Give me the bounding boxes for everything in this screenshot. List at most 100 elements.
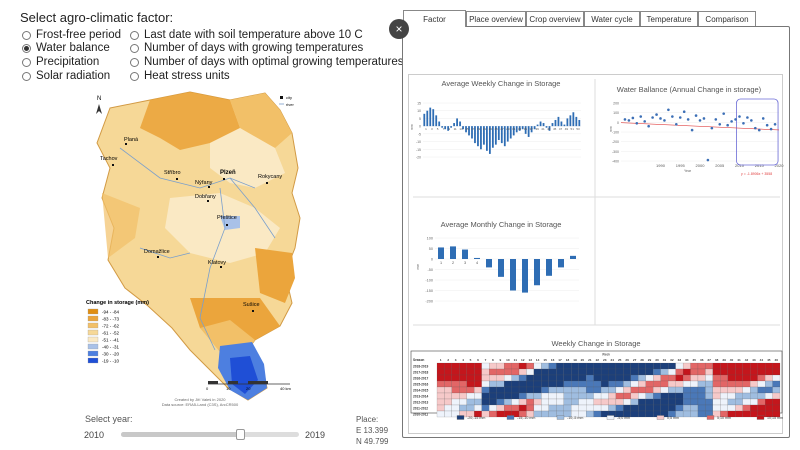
radio-solar-radiation[interactable]: Solar radiation — [22, 69, 110, 83]
y-tick-label: -150 — [425, 289, 433, 293]
heatmap-cell — [660, 392, 669, 400]
heatmap-cell — [474, 392, 482, 400]
heatmap-cell — [735, 362, 743, 370]
x-tick-label: 7 — [443, 127, 445, 131]
data-point — [722, 112, 725, 115]
tab-comparison[interactable]: Comparison — [698, 11, 756, 26]
region-map[interactable]: N city river Planá Tachov Stříbro Plzeň … — [80, 88, 320, 410]
heatmap-cell — [682, 404, 691, 412]
tab-place-overview[interactable]: Place overview — [466, 11, 526, 26]
radio-label: Precipitation — [36, 56, 100, 68]
heatmap-cell — [660, 362, 669, 370]
heatmap-cell — [608, 404, 617, 412]
heatmap-cell — [615, 380, 624, 388]
heatmap-cell — [541, 398, 549, 406]
heatmap-cell — [638, 386, 646, 394]
heatmap-cell — [690, 386, 699, 394]
legend-swatch — [87, 350, 99, 357]
heatmap-cell — [451, 368, 460, 376]
heatmap-cell — [750, 368, 758, 376]
heatmap-cell — [653, 404, 661, 412]
radio-optimal-growing-days[interactable]: Number of days with optimal growing temp… — [130, 55, 404, 69]
city-label: Dobřany — [195, 194, 216, 200]
radio-circle[interactable] — [130, 57, 139, 67]
heatmap-cell — [518, 398, 527, 406]
radio-water-balance[interactable]: Water balance — [22, 41, 110, 55]
heatmap-cell — [742, 380, 751, 388]
bar — [450, 126, 453, 128]
north-arrow-label: N — [97, 96, 101, 102]
heatmap-cell — [571, 404, 579, 412]
data-point — [671, 115, 674, 118]
tab-temperature[interactable]: Temperature — [640, 11, 698, 26]
heatmap-cell — [705, 362, 713, 370]
heatmap-cell — [548, 386, 557, 394]
heatmap-legend-swatch — [456, 415, 465, 420]
y-tick-label: -5 — [418, 132, 421, 136]
y-tick-label: 0 — [419, 125, 421, 129]
radio-precipitation[interactable]: Precipitation — [22, 55, 99, 69]
heatmap-cell — [697, 380, 706, 388]
tab-factor[interactable]: Factor — [403, 10, 466, 27]
bar — [429, 107, 432, 127]
radio-label: Number of days with growing temperatures — [144, 42, 364, 54]
radio-circle[interactable] — [22, 30, 31, 40]
radio-circle[interactable] — [22, 71, 31, 81]
heatmap-cell — [660, 374, 669, 382]
radio-circle[interactable] — [22, 43, 31, 53]
heatmap-cell — [459, 386, 467, 394]
heatmap-cell — [668, 404, 676, 412]
heatmap-cell — [757, 404, 766, 412]
bar — [497, 126, 500, 141]
radio-circle[interactable] — [130, 71, 139, 81]
heatmap-cell — [757, 368, 766, 376]
bar — [524, 126, 527, 134]
radio-label: Solar radiation — [36, 70, 111, 82]
heatmap-cell — [615, 386, 624, 394]
heatmap-cell — [504, 398, 512, 406]
tab-crop-overview[interactable]: Crop overview — [526, 11, 584, 26]
heatmap-cell — [742, 398, 751, 406]
heatmap-cell — [489, 368, 497, 376]
heatmap-cell — [571, 374, 579, 382]
bar — [450, 246, 456, 259]
tab-water-cycle[interactable]: Water cycle — [584, 11, 640, 26]
year-slider-thumb[interactable] — [236, 429, 246, 440]
heatmap-cell — [742, 374, 751, 382]
heatmap-cell — [518, 404, 527, 412]
radio-growing-days[interactable]: Number of days with growing temperatures — [130, 41, 363, 55]
heatmap-cell — [563, 404, 572, 412]
heatmap-cell — [772, 362, 781, 370]
radio-soil-temp[interactable]: Last date with soil temperature above 10… — [130, 28, 363, 42]
close-icon[interactable]: × — [389, 19, 409, 39]
x-tick-label: 15 — [465, 127, 469, 131]
week-header: 13 — [528, 358, 532, 362]
year-slider-max: 2019 — [305, 430, 326, 440]
y-tick-label: 0 — [617, 121, 619, 125]
heatmap-cell — [489, 398, 497, 406]
heatmap-cell — [466, 398, 475, 406]
heatmap-cell — [600, 386, 609, 394]
data-point — [663, 119, 666, 122]
week-header: 18 — [566, 358, 570, 362]
bar — [566, 118, 569, 127]
season-row-label: 2010-2011 — [413, 412, 428, 416]
heatmap-cell — [653, 362, 661, 370]
radio-circle[interactable] — [130, 30, 139, 40]
week-header: 30 — [655, 358, 659, 362]
heatmap-cell — [593, 392, 602, 400]
radio-circle[interactable] — [22, 57, 31, 67]
radio-heat-stress[interactable]: Heat stress units — [130, 69, 230, 83]
y-tick-label: -100 — [425, 279, 433, 283]
week-header: 5 — [470, 358, 472, 362]
radio-circle[interactable] — [130, 43, 139, 53]
radio-frost-free[interactable]: Frost-free period — [22, 28, 121, 42]
heatmap-cell — [638, 404, 646, 412]
heatmap-cell — [526, 392, 535, 400]
heatmap-cell — [660, 386, 669, 394]
legend-label: -30 - -20 — [102, 351, 120, 356]
heatmap-cell — [481, 404, 490, 412]
heatmap-cell — [690, 380, 699, 388]
heatmap-cell — [690, 392, 699, 400]
